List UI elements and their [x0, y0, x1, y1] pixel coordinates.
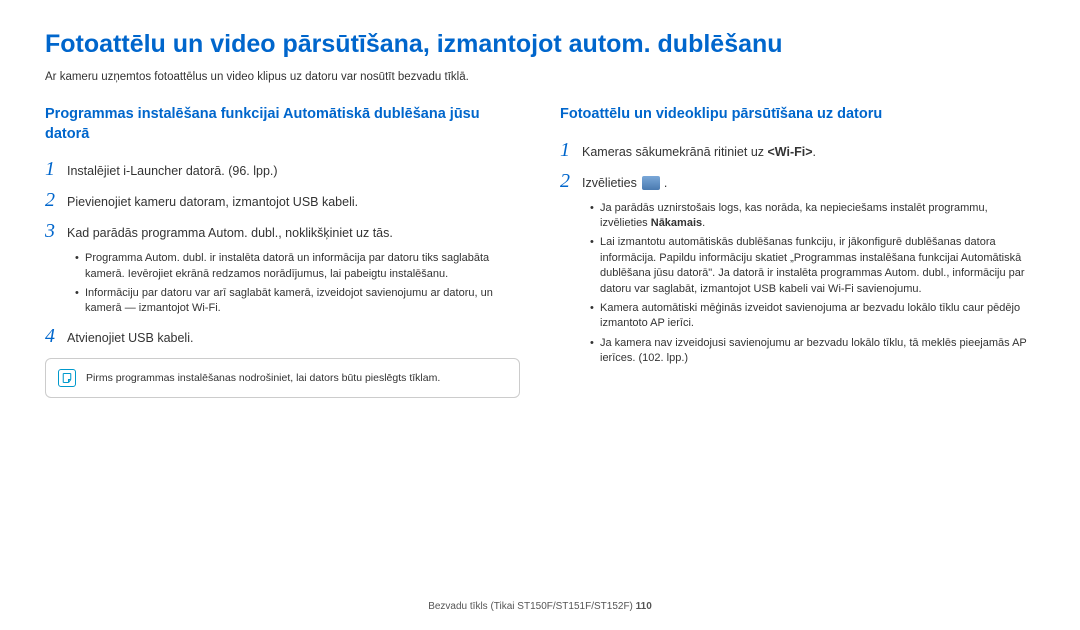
step-text-part: . — [813, 145, 816, 159]
step-text: Izvēlieties . — [582, 175, 667, 193]
step-text: Kad parādās programma Autom. dubl., nokl… — [67, 225, 393, 243]
step-number: 2 — [560, 170, 582, 193]
page-title: Fotoattēlu un video pārsūtīšana, izmanto… — [45, 30, 1035, 59]
step-text: Atvienojiet USB kabeli. — [67, 330, 193, 348]
step-text-part: Kameras sākumekrānā ritiniet uz — [582, 145, 768, 159]
bullet-item: Kamera automātiski mēģinās izveidot savi… — [588, 301, 1035, 332]
right-step-1: 1 Kameras sākumekrānā ritiniet uz <Wi-Fi… — [560, 139, 1035, 162]
step-text: Instalējiet i-Launcher datorā. (96. lpp.… — [67, 163, 278, 181]
bullet-item: Lai izmantotu automātiskās dublēšanas fu… — [588, 235, 1035, 297]
right-step-2: 2 Izvēlieties . — [560, 170, 1035, 193]
step-number: 4 — [45, 325, 67, 348]
left-heading: Programmas instalēšana funkcijai Automāt… — [45, 105, 520, 144]
right-step-2-bullets: Ja parādās uznirstošais logs, kas norāda… — [588, 201, 1035, 367]
step-number: 1 — [45, 158, 67, 181]
step-number: 2 — [45, 189, 67, 212]
step-text: Pievienojiet kameru datoram, izmantojot … — [67, 194, 358, 212]
left-step-1: 1 Instalējiet i-Launcher datorā. (96. lp… — [45, 158, 520, 181]
next-label: Nākamais — [651, 217, 702, 229]
bullet-item: Ja kamera nav izveidojusi savienojumu ar… — [588, 336, 1035, 367]
left-step-3-bullets: Programma Autom. dubl. ir instalēta dato… — [73, 251, 520, 317]
bullet-item: Informāciju par datoru var arī saglabāt … — [73, 286, 520, 317]
note-text: Pirms programmas instalēšanas nodrošinie… — [86, 372, 440, 384]
footer-text: Bezvadu tīkls (Tikai ST150F/ST151F/ST152… — [428, 601, 635, 612]
note-icon — [58, 369, 76, 387]
step-number: 3 — [45, 220, 67, 243]
intro-text: Ar kameru uzņemtos fotoattēlus un video … — [45, 71, 1035, 83]
left-step-3: 3 Kad parādās programma Autom. dubl., no… — [45, 220, 520, 243]
left-step-4: 4 Atvienojiet USB kabeli. — [45, 325, 520, 348]
right-heading: Fotoattēlu un videoklipu pārsūtīšana uz … — [560, 105, 1035, 125]
right-column: Fotoattēlu un videoklipu pārsūtīšana uz … — [560, 105, 1035, 398]
note-box: Pirms programmas instalēšanas nodrošinie… — [45, 358, 520, 398]
step-number: 1 — [560, 139, 582, 162]
left-column: Programmas instalēšana funkcijai Automāt… — [45, 105, 520, 398]
page-footer: Bezvadu tīkls (Tikai ST150F/ST151F/ST152… — [0, 601, 1080, 612]
bullet-text-part: . — [702, 217, 705, 229]
bullet-item: Ja parādās uznirstošais logs, kas norāda… — [588, 201, 1035, 232]
step-text: Kameras sākumekrānā ritiniet uz <Wi-Fi>. — [582, 144, 816, 162]
backup-icon — [642, 176, 660, 190]
wifi-label: <Wi-Fi> — [768, 145, 813, 159]
step-text-part: Izvēlieties — [582, 176, 640, 190]
content-columns: Programmas instalēšana funkcijai Automāt… — [45, 105, 1035, 398]
page-number: 110 — [636, 601, 652, 612]
left-step-2: 2 Pievienojiet kameru datoram, izmantojo… — [45, 189, 520, 212]
bullet-item: Programma Autom. dubl. ir instalēta dato… — [73, 251, 520, 282]
